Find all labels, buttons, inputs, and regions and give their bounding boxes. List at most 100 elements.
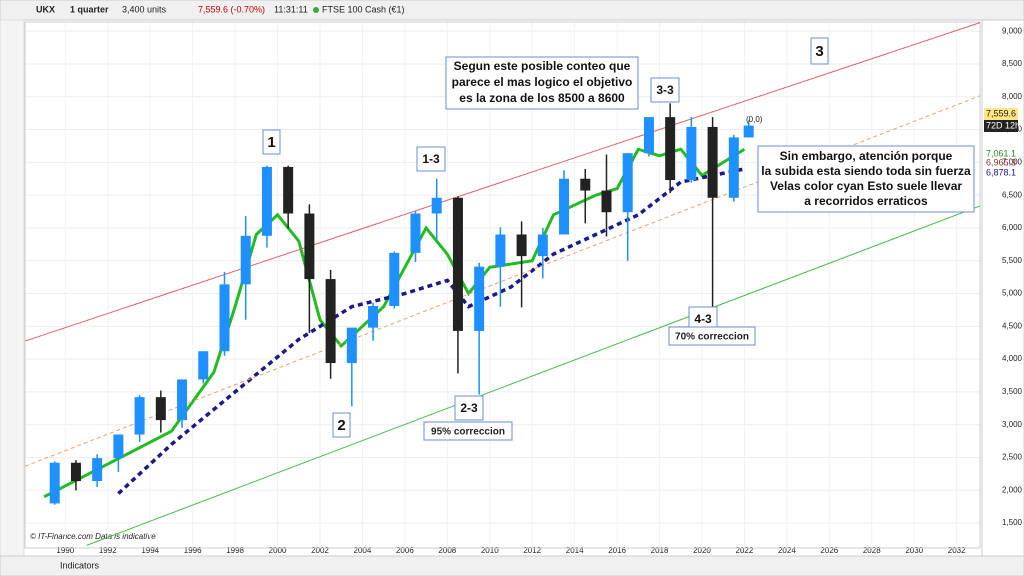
candle-body — [325, 279, 336, 364]
candle-body — [686, 126, 697, 181]
x-tick-label: 1990 — [56, 546, 74, 555]
candle-body — [431, 197, 442, 214]
y-tick-label: 8,500 — [1002, 59, 1023, 68]
annotation: 70% correccion — [675, 332, 749, 343]
note-line: Segun este posible conteo que — [454, 59, 631, 73]
candle-body — [474, 266, 485, 331]
y-tick-label: 9,000 — [1002, 26, 1023, 35]
candle-body — [346, 327, 357, 364]
candle-body — [728, 137, 739, 198]
indicator-line — [86, 205, 981, 546]
x-tick-label: 1992 — [99, 546, 117, 555]
x-tick-label: 2024 — [778, 546, 796, 555]
candle-body — [643, 117, 654, 154]
note-box — [757, 145, 975, 213]
price-tag-text: 72D 12h — [986, 120, 1020, 130]
candle-body — [49, 462, 60, 504]
candle-body — [113, 434, 124, 459]
indicator-line — [24, 22, 981, 342]
price-tag-text: 6,878.1 — [986, 167, 1016, 177]
price-tag-text: 6,965.3 — [986, 157, 1016, 167]
candle-body — [516, 234, 527, 257]
candle-body — [177, 379, 188, 421]
note-line: parece el mas logico el objetivo — [452, 75, 633, 89]
note-line: Velas color cyan Esto suele llevar — [770, 179, 962, 193]
candle-body — [707, 126, 718, 198]
y-tick-label: 2,500 — [1002, 453, 1023, 462]
y-tick-label: 3,000 — [1002, 420, 1023, 429]
x-tick-label: 1998 — [226, 546, 244, 555]
price-tag — [984, 108, 1018, 120]
label-box — [668, 326, 756, 346]
x-tick-label: 2014 — [566, 546, 584, 555]
y-tick-label: 4,000 — [1002, 354, 1023, 363]
candle-body — [155, 397, 166, 421]
candle-body — [410, 213, 421, 253]
wave-label: 1 — [267, 134, 275, 151]
x-tick-label: 2030 — [905, 546, 923, 555]
candle-body — [743, 125, 754, 138]
candle-body — [70, 462, 81, 482]
label-box — [332, 412, 351, 438]
x-tick-label: 2018 — [651, 546, 669, 555]
candle-body — [240, 235, 251, 285]
price-tag — [984, 120, 1018, 132]
candle-body — [559, 178, 570, 235]
note-box — [445, 56, 639, 110]
candle-body — [452, 197, 463, 331]
wave-label: 3 — [815, 43, 823, 60]
annotation: (0,0) — [746, 115, 763, 124]
period[interactable]: 1 quarter — [70, 4, 109, 14]
symbol[interactable]: UKX — [36, 4, 55, 14]
wave-label: 4-3 — [694, 312, 712, 326]
label-box — [262, 129, 281, 155]
y-tick-label: 1,500 — [1002, 518, 1023, 527]
y-tick-label: 5,000 — [1002, 289, 1023, 298]
label-box — [416, 146, 446, 172]
candle-body — [580, 178, 591, 191]
y-tick-label: 6,000 — [1002, 223, 1023, 232]
wave-label: 3-3 — [656, 83, 674, 97]
annotations: 1 2 1-3 2-3 95% correccion 3-3 4-3 70% c… — [262, 37, 975, 441]
indicators-button[interactable]: Indicators — [60, 560, 100, 570]
x-tick-label: 2006 — [396, 546, 414, 555]
wave-label: 2 — [337, 417, 345, 434]
status-dot — [313, 7, 319, 13]
time: 11:31:11 — [274, 4, 308, 14]
y-tick-label: 2,000 — [1002, 485, 1023, 494]
wave-label: 2-3 — [460, 401, 478, 415]
annotation: 95% correccion — [431, 427, 505, 438]
indicator-line — [117, 167, 745, 495]
y-tick-label: 8,000 — [1002, 92, 1023, 101]
y-tick-label: 7,000 — [1002, 157, 1023, 166]
candle-body — [283, 166, 294, 214]
candle-body — [495, 234, 506, 267]
x-tick-label: 2004 — [354, 546, 372, 555]
candle-body — [134, 397, 145, 435]
candle-body — [537, 234, 548, 257]
label-box — [454, 395, 484, 421]
x-tick-label: 2002 — [311, 546, 329, 555]
x-tick-label: 1994 — [141, 546, 159, 555]
x-tick-label: 2020 — [693, 546, 711, 555]
credit: © IT-Finance.com Data is indicative — [30, 532, 156, 541]
instrument: FTSE 100 Cash (€1) — [322, 4, 405, 14]
note-line: es la zona de los 8500 a 8600 — [459, 91, 625, 105]
x-tick-label: 2026 — [820, 546, 838, 555]
x-tick-label: 2012 — [523, 546, 541, 555]
top-toolbar — [0, 0, 1024, 21]
note-line: a recorridos erraticos — [804, 194, 928, 208]
bottom-toolbar — [0, 555, 1024, 576]
candle-body — [389, 252, 400, 306]
units[interactable]: 3,400 units — [122, 4, 167, 14]
label-box — [650, 77, 680, 103]
candle-body — [261, 166, 272, 236]
candle-body — [304, 213, 315, 280]
x-tick-label: 2022 — [736, 546, 754, 555]
candle-body — [601, 190, 612, 213]
plot: 1,500 2,000 2,500 3,000 3,500 4,000 4,500 5,000… — [24, 21, 1023, 555]
candle-body — [368, 305, 379, 328]
x-tick-label: 2008 — [438, 546, 456, 555]
candle-body — [622, 153, 633, 213]
